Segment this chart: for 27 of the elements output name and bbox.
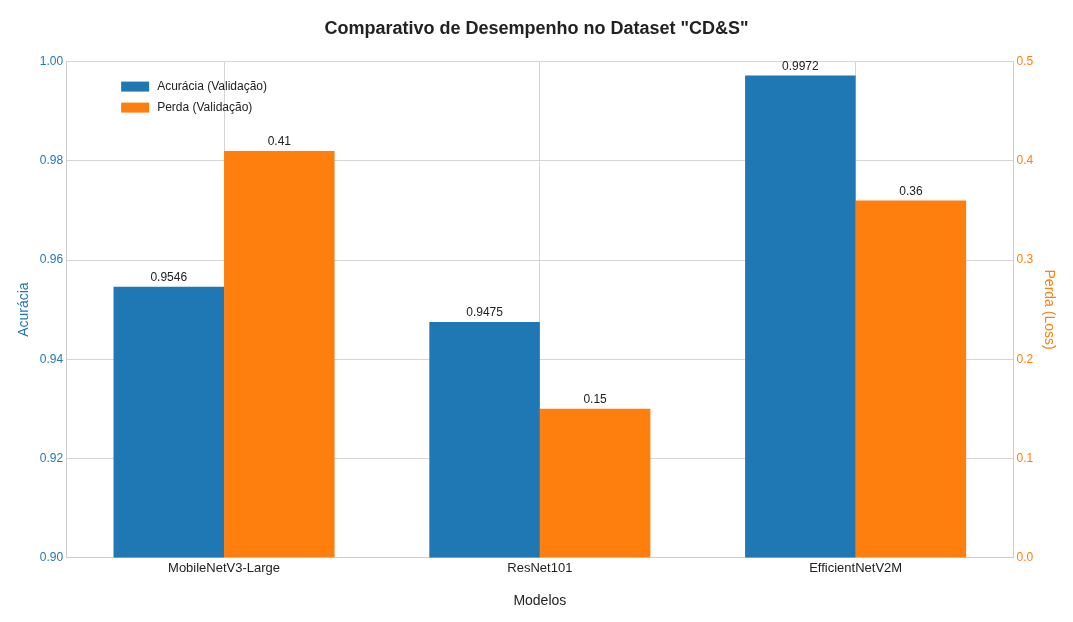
data-label: 0.36 (899, 183, 923, 198)
y2-tick-label: 0.4 (1016, 153, 1034, 168)
y-tick-label: 0.94 (39, 351, 64, 366)
legend-label: Acurácia (Validação) (157, 78, 267, 93)
data-label: 0.15 (583, 392, 608, 407)
y2-tick-label: 0.0 (1016, 549, 1034, 564)
y-tick-label: 0.96 (39, 252, 64, 267)
legend-label: Perda (Validação) (157, 99, 253, 114)
y-tick-label: 0.90 (39, 549, 64, 564)
data-label: 0.9475 (466, 305, 504, 320)
x-tick-label: EfficientNetV2M (809, 559, 903, 575)
y-tick-label: 1.00 (39, 53, 64, 68)
x-tick-label: ResNet101 (507, 559, 573, 575)
y2-axis-title: Perda (Loss) (1041, 269, 1058, 350)
data-label: 0.9546 (150, 270, 188, 285)
data-label: 0.9972 (782, 58, 820, 73)
y-tick-label: 0.92 (39, 450, 64, 465)
x-tick-label: MobileNetV3-Large (168, 559, 281, 575)
y2-tick-label: 0.5 (1016, 53, 1034, 68)
y2-tick-label: 0.2 (1016, 351, 1034, 366)
y-axis-title: Acurácia (15, 282, 32, 337)
y-tick-label: 0.98 (39, 153, 64, 168)
x-axis-title: Modelos (513, 592, 567, 609)
data-label: 0.41 (267, 134, 292, 149)
chart-title: Comparativo de Desempenho no Dataset "CD&S" (324, 17, 749, 38)
y2-tick-label: 0.1 (1016, 450, 1034, 465)
y2-tick-label: 0.3 (1016, 252, 1034, 267)
